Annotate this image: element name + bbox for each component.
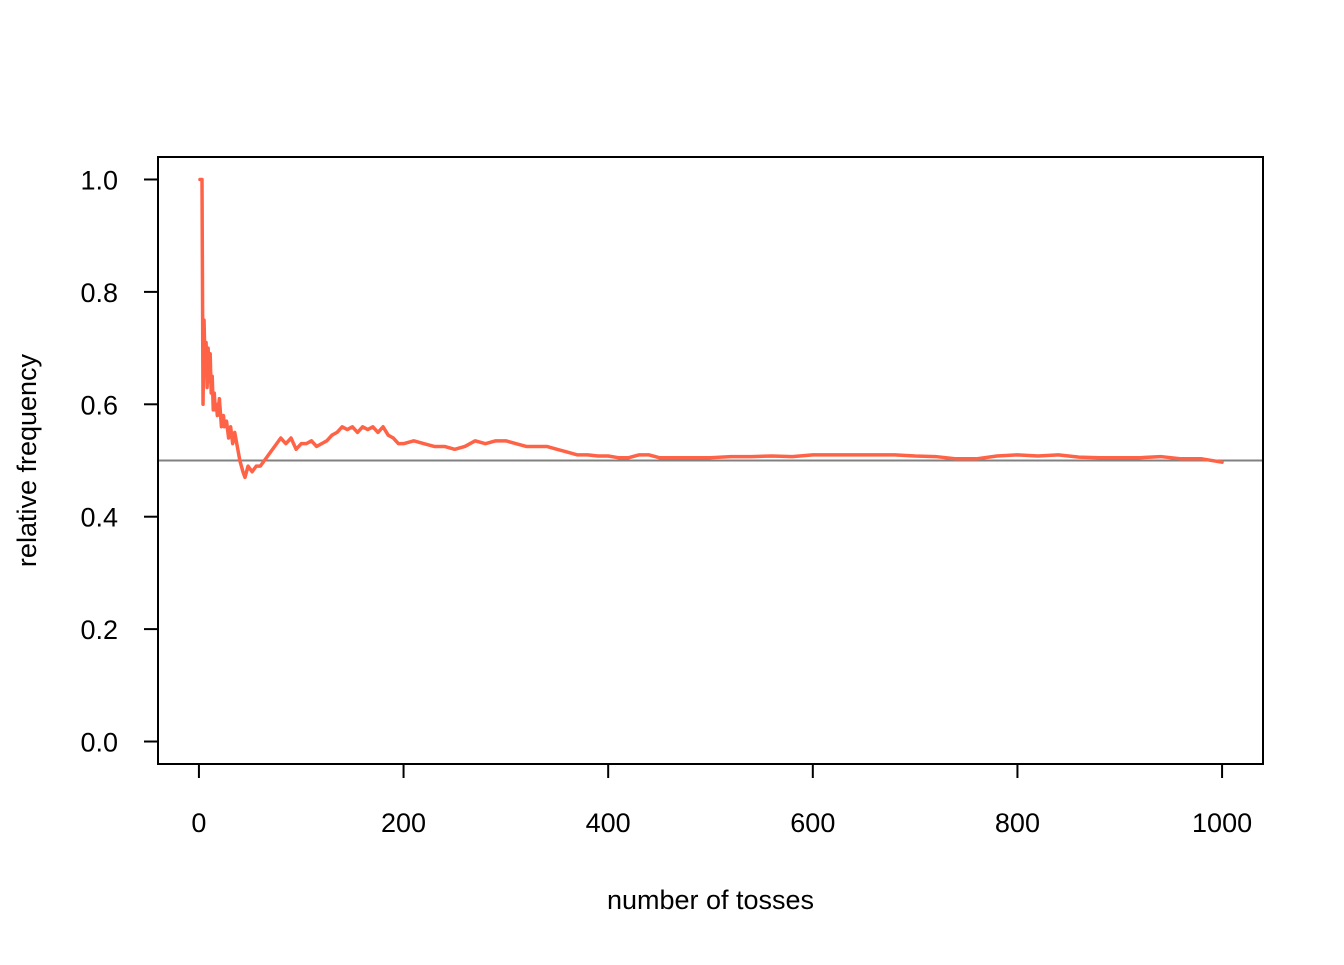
x-tick-label: 600	[790, 808, 835, 838]
y-tick-label: 0.6	[80, 390, 118, 420]
series-line	[198, 177, 1224, 480]
y-tick-label: 1.0	[80, 165, 118, 195]
y-axis: 0.0 0.2 0.4 0.6 0.8 1.0	[80, 165, 159, 758]
plot-area	[158, 177, 1263, 480]
x-tick-label: 1000	[1192, 808, 1252, 838]
x-tick-label: 200	[381, 808, 426, 838]
y-tick-label: 0.4	[80, 503, 118, 533]
y-tick-label: 0.8	[80, 278, 118, 308]
y-tick-label: 0.2	[80, 615, 118, 645]
y-axis-title: relative frequency	[12, 353, 42, 567]
y-tick-label: 0.0	[80, 728, 118, 758]
x-tick-label: 800	[995, 808, 1040, 838]
x-tick-label: 0	[191, 808, 206, 838]
x-axis-title: number of tosses	[607, 885, 814, 915]
x-tick-label: 400	[586, 808, 631, 838]
x-axis: 0 200 400 600 800 1000	[191, 763, 1252, 838]
plot-frame	[157, 156, 1264, 765]
